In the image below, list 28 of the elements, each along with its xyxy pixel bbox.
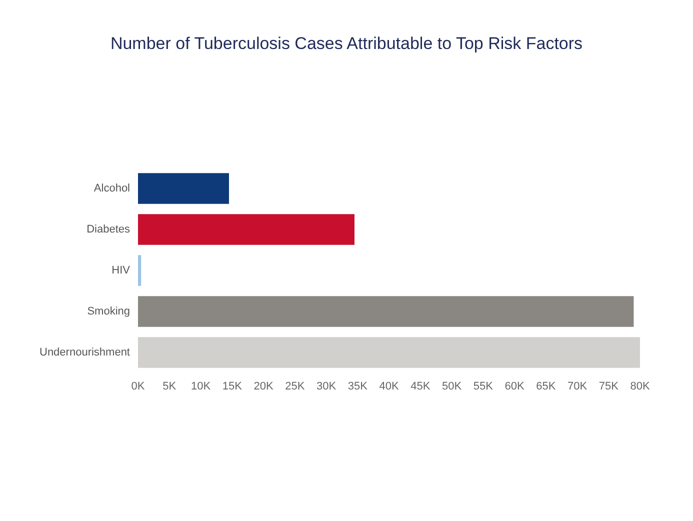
y-tick-label: Smoking: [87, 306, 130, 318]
x-tick-label: 40K: [379, 380, 400, 392]
bar: [138, 255, 142, 286]
x-tick-label: 50K: [442, 380, 462, 392]
x-tick-label: 5K: [162, 380, 177, 392]
x-tick-label: 65K: [536, 380, 556, 392]
chart-title: Number of Tuberculosis Cases Attributable to Top Risk Factors: [110, 34, 583, 53]
x-tick-label: 45K: [410, 380, 431, 392]
y-tick-label: Alcohol: [94, 182, 130, 194]
x-tick-label: 25K: [285, 380, 306, 392]
x-tick-label: 75K: [598, 380, 620, 392]
bar: [138, 173, 229, 204]
bar: [138, 214, 354, 245]
y-tick-label: HIV: [112, 264, 131, 276]
y-tick-label: Diabetes: [86, 224, 130, 236]
x-tick-label: 80K: [630, 380, 650, 392]
bar: [138, 337, 640, 368]
bar: [138, 296, 634, 327]
x-tick-label: 55K: [473, 380, 494, 392]
x-tick-label: 70K: [567, 380, 588, 392]
x-tick-label: 30K: [316, 380, 337, 392]
x-tick-label: 60K: [504, 380, 525, 392]
x-tick-label: 0K: [131, 380, 146, 392]
y-tick-label: Undernourishment: [40, 346, 130, 358]
x-tick-label: 35K: [348, 380, 368, 392]
x-tick-label: 15K: [222, 380, 243, 392]
x-tick-label: 20K: [254, 380, 274, 392]
x-tick-label: 10K: [190, 380, 212, 392]
